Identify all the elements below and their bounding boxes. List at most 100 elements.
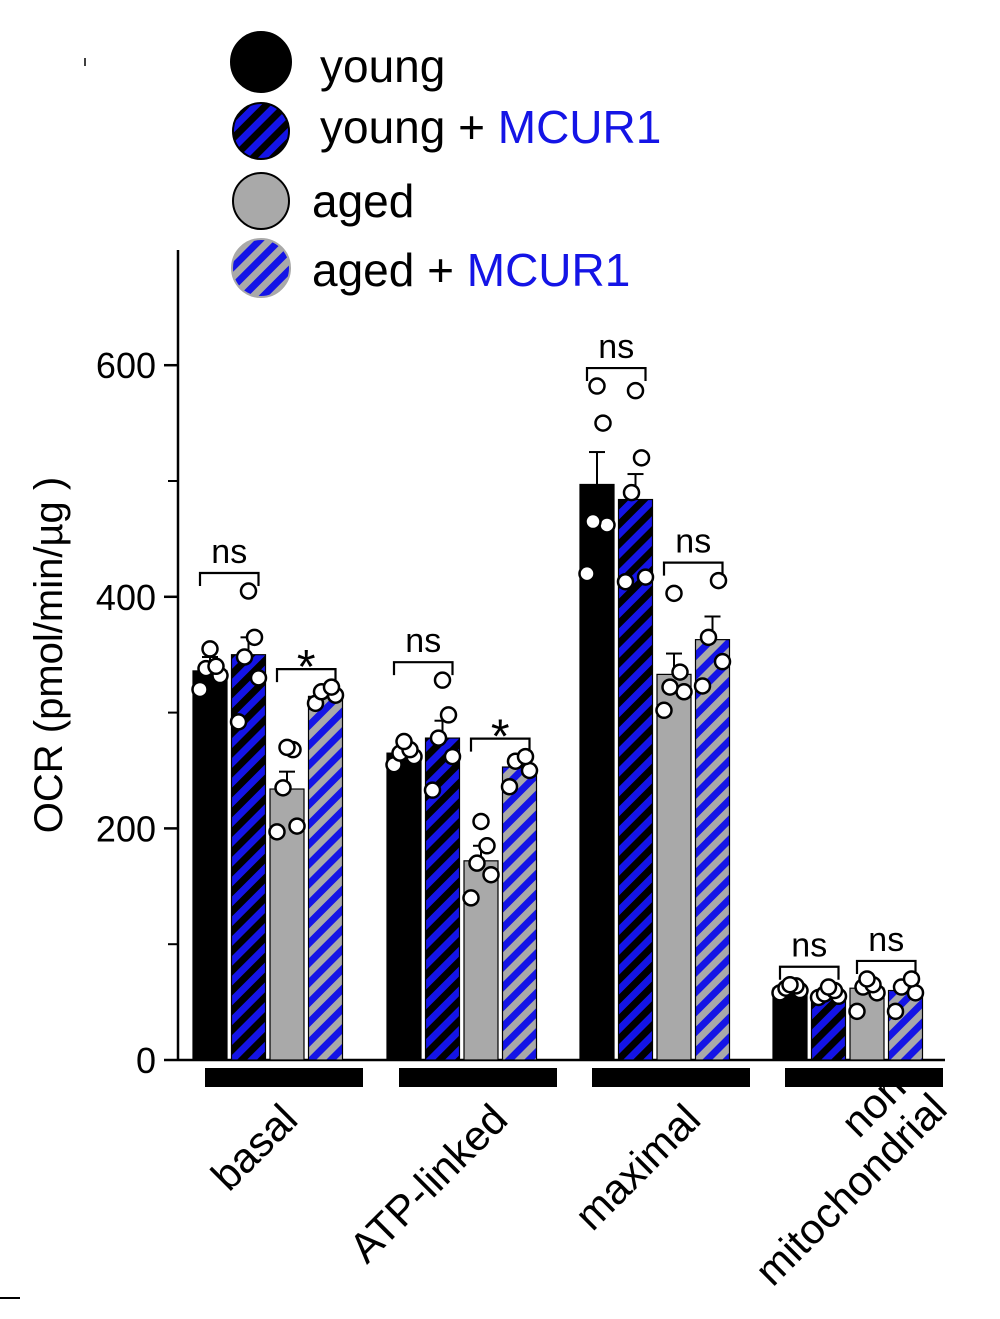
data-point <box>709 571 728 590</box>
data-point <box>239 582 258 600</box>
legend-marker-young-mcur1 <box>232 102 290 160</box>
significance-bracket <box>855 959 917 974</box>
legend-label-young: young <box>320 40 445 92</box>
y-tick-label: 600 <box>96 345 156 386</box>
bars <box>192 451 924 1061</box>
data-point <box>781 975 799 994</box>
category-label-line: basal <box>202 1095 306 1199</box>
y-tick-label: 400 <box>96 577 156 618</box>
data-point <box>616 572 635 591</box>
y-tick-label: 200 <box>96 808 156 849</box>
data-point <box>848 1002 866 1021</box>
data-point <box>268 823 286 841</box>
bar <box>501 766 538 1061</box>
bar <box>887 989 924 1061</box>
data-point <box>578 564 596 583</box>
category-label: non-mitochondrial <box>715 1053 956 1294</box>
data-point <box>249 669 268 687</box>
data-point <box>482 865 500 884</box>
data-point <box>622 483 641 502</box>
data-point <box>207 657 225 676</box>
data-point <box>819 978 838 996</box>
legend-marker-aged <box>232 172 290 230</box>
legend-entry-aged-mcur1: aged + MCUR1 <box>231 238 630 298</box>
data-point <box>278 738 296 757</box>
significance-label: ns <box>598 328 634 366</box>
data-point <box>671 663 689 681</box>
data-point <box>439 706 458 724</box>
data-point <box>665 584 683 603</box>
data-points <box>191 377 925 1021</box>
data-point <box>588 377 606 395</box>
category-bracket-bar <box>205 1068 363 1087</box>
data-point <box>191 680 209 699</box>
category-label-line: ATP-linked <box>340 1095 516 1271</box>
data-point <box>693 677 712 695</box>
significance-label: ns <box>211 533 247 571</box>
significance-bracket <box>275 668 337 683</box>
data-point <box>245 628 264 647</box>
bar <box>617 498 654 1061</box>
significance-bracket <box>662 561 724 576</box>
legend-entry-young-mcur1: young + MCUR1 <box>232 101 661 160</box>
category-bracket-bar <box>592 1068 750 1087</box>
data-point <box>636 568 655 586</box>
significance-bracket <box>585 366 647 382</box>
data-point <box>443 747 462 766</box>
legend-label-young-mcur1: young + MCUR1 <box>320 101 661 153</box>
y-tick-label: 0 <box>136 1040 156 1081</box>
data-point <box>584 512 602 531</box>
data-point <box>433 671 452 689</box>
data-point <box>516 747 535 766</box>
data-point <box>322 678 341 696</box>
data-point <box>661 678 679 696</box>
legend: young young + MCUR1 aged aged + MCUR1 <box>230 31 661 298</box>
significance-bracket <box>778 965 840 980</box>
data-point <box>235 648 254 666</box>
category-label: ATP-linked <box>340 1095 516 1271</box>
bar <box>386 752 422 1061</box>
significance-label: * <box>297 641 316 694</box>
legend-label-aged: aged <box>312 175 414 227</box>
bar <box>694 639 731 1061</box>
significance-label: * <box>491 711 510 764</box>
data-point <box>468 854 486 872</box>
data-point <box>229 713 248 731</box>
category-bracket-bar <box>785 1068 943 1087</box>
category-label-line: maximal <box>565 1095 709 1239</box>
bar <box>192 670 228 1061</box>
data-point <box>713 652 732 671</box>
significance-annotations: ns * ns * ns ns ns ns <box>198 328 917 980</box>
significance-label: ns <box>791 927 827 965</box>
data-point <box>858 970 876 988</box>
data-point <box>699 628 718 647</box>
data-point <box>274 779 292 797</box>
legend-entry-aged: aged <box>232 172 414 230</box>
bar <box>656 673 692 1061</box>
data-point <box>288 817 306 835</box>
significance-label: ns <box>675 523 711 561</box>
y-axis-label: OCR (pmol/min/µg ) <box>27 477 71 833</box>
category-bracket-bar <box>399 1068 557 1087</box>
significance-label: ns <box>868 921 904 959</box>
data-point <box>478 837 496 855</box>
legend-entry-young: young <box>230 31 445 93</box>
data-point <box>395 732 413 751</box>
data-point <box>902 970 921 988</box>
data-point <box>626 381 645 400</box>
significance-bracket <box>469 737 531 752</box>
data-point <box>598 516 616 534</box>
significance-bracket <box>392 661 454 676</box>
data-point <box>594 414 612 432</box>
data-point <box>632 449 651 467</box>
data-point <box>472 812 490 831</box>
category-label: basal <box>202 1095 306 1199</box>
data-point <box>675 683 693 701</box>
data-point <box>500 777 519 796</box>
significance-bracket <box>198 571 260 587</box>
data-point <box>462 889 480 907</box>
category-labels: basal ATP-linked maximal non-mitochondrial <box>202 1053 956 1294</box>
significance-label: ns <box>405 622 441 660</box>
bar <box>307 695 344 1061</box>
data-point <box>423 781 442 799</box>
